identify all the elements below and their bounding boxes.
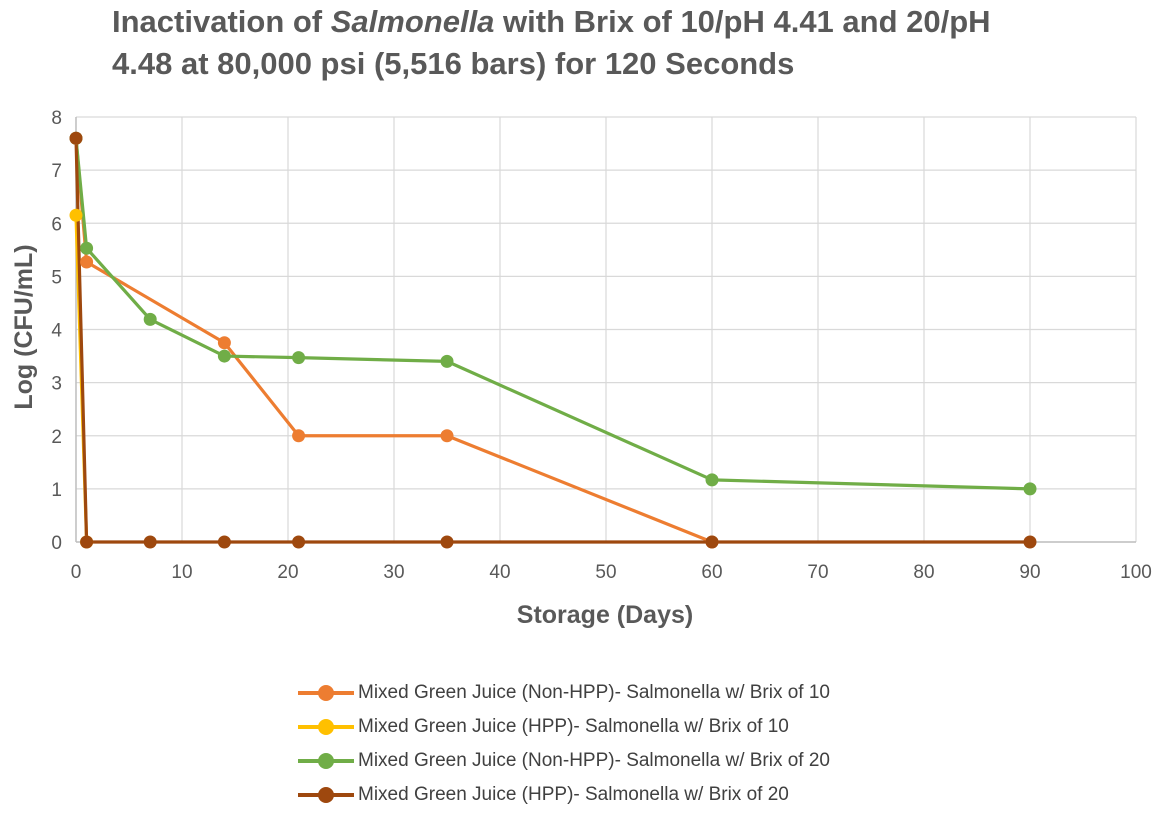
y-tick-label: 5 [51,267,62,288]
legend-swatch [298,753,354,769]
series-2-point [69,208,83,222]
y-tick-label: 7 [51,161,62,182]
chart-title-line-1: Inactivation of Salmonella with Brix of … [112,4,991,40]
legend-item-4: Mixed Green Juice (HPP)- Salmonella w/ B… [298,778,830,812]
series-1-point [440,429,454,443]
series-1-point [217,336,231,350]
series-4-point [440,535,454,549]
legend-swatch [298,787,354,803]
legend-marker [318,719,334,735]
legend-marker [318,753,334,769]
x-tick-label: 30 [383,562,404,583]
series-3-point [292,351,306,365]
legend-marker [318,685,334,701]
chart-title-italic: Salmonella [330,4,495,39]
x-tick-label: 60 [701,562,722,583]
x-tick-label: 100 [1120,562,1152,583]
legend-label: Mixed Green Juice (Non-HPP)- Salmonella … [358,682,831,703]
series-3-point [217,349,231,363]
legend-swatch [298,719,354,735]
legend-swatch [298,685,354,701]
series-4-point [143,535,157,549]
x-tick-label: 20 [277,562,298,583]
x-axis-title: Storage (Days) [517,601,693,629]
series-line-3 [74,138,1031,491]
legend-label: Mixed Green Juice (Non-HPP)- Salmonella … [358,750,831,771]
gridlines [75,116,1137,543]
legend-marker [318,787,334,803]
legend-item-3: Mixed Green Juice (Non-HPP)- Salmonella … [298,744,830,778]
legend-label: Mixed Green Juice (HPP)- Salmonella w/ B… [358,716,789,737]
series-1-point [292,429,306,443]
y-tick-label: 1 [51,480,62,501]
y-tick-label: 3 [51,374,62,395]
x-tick-label: 0 [71,562,82,583]
legend-item-2: Mixed Green Juice (HPP)- Salmonella w/ B… [298,710,830,744]
series-4-point [705,535,719,549]
series-4-point [69,131,83,145]
series-4-point [1023,535,1037,549]
series-3-point [440,354,454,368]
x-tick-label: 10 [171,562,192,583]
x-tick-label: 90 [1019,562,1040,583]
series-line-4 [74,138,1030,544]
chart-title-line-2: 4.48 at 80,000 psi (5,516 bars) for 120 … [112,46,795,81]
series-1-point [80,255,94,269]
y-tick-label: 6 [51,214,62,235]
y-tick-label: 8 [51,108,62,129]
x-tick-label: 80 [913,562,934,583]
y-tick-label: 2 [51,427,62,448]
x-tick-label: 40 [489,562,510,583]
series-lines [74,138,1031,544]
chart-title-part-2: with Brix of 10/pH 4.41 and 20/pH [494,4,991,39]
series-3-point [80,241,94,255]
y-tick-label: 0 [51,533,62,554]
series-3-point [1023,482,1037,496]
series-4-point [292,535,306,549]
series-4-point [217,535,231,549]
series-points [69,131,1037,549]
series-3-point [705,473,719,487]
series-4-point [80,535,94,549]
x-tick-label: 50 [595,562,616,583]
legend-label: Mixed Green Juice (HPP)- Salmonella w/ B… [358,784,789,805]
chart-title-part-1: Inactivation of [112,4,331,39]
x-tick-label: 70 [807,562,828,583]
y-tick-label: 4 [51,321,62,342]
series-3-point [143,312,157,326]
chart-legend: Mixed Green Juice (Non-HPP)- Salmonella … [298,676,830,812]
legend-item-1: Mixed Green Juice (Non-HPP)- Salmonella … [298,676,830,710]
y-axis-title: Log (CFU/mL) [10,244,38,409]
